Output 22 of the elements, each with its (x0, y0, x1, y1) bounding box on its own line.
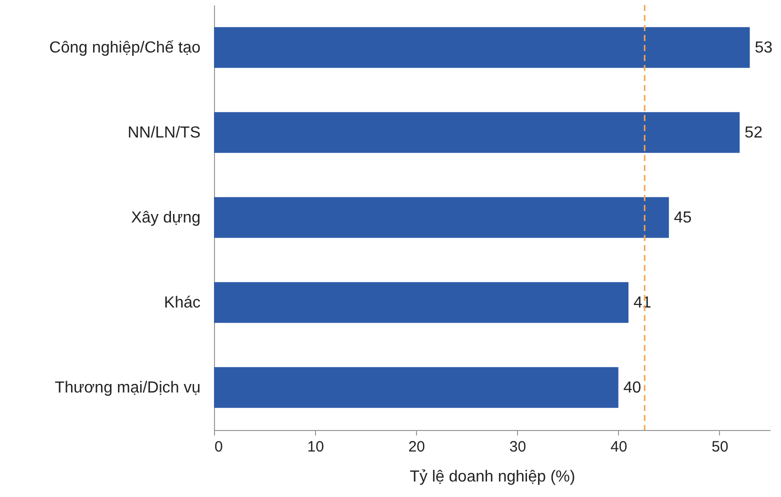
x-tick-label: 20 (408, 438, 426, 456)
y-tick-label: Công nghiệp/Chế tạo (49, 40, 201, 56)
data-label: 41 (633, 294, 652, 312)
data-label: 53 (754, 40, 773, 56)
bar (214, 112, 740, 153)
y-tick-label: Thương mại/Dịch vụ (54, 380, 200, 396)
y-tick-label: Xây dựng (131, 210, 200, 226)
bar (214, 197, 669, 238)
data-label: 45 (674, 210, 692, 226)
x-tick-label: 40 (610, 438, 628, 456)
x-axis-title: Tỷ lệ doanh nghiệp (%) (410, 468, 576, 486)
y-tick-label: NN/LN/TS (128, 124, 200, 142)
bar (214, 282, 628, 323)
data-label: 52 (744, 124, 763, 142)
x-tick-label: 50 (712, 438, 728, 456)
x-tick-label: 10 (307, 438, 324, 456)
data-label: 40 (623, 380, 642, 396)
y-tick-label: Khác (164, 294, 200, 312)
bar (214, 367, 618, 408)
bar (214, 27, 750, 68)
x-tick-label: 0 (214, 438, 223, 456)
x-tick-label: 30 (509, 438, 526, 456)
